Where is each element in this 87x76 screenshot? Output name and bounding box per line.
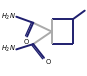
Text: $H_2N$: $H_2N$: [1, 44, 16, 54]
Text: O: O: [24, 39, 29, 45]
Text: $H_2N$: $H_2N$: [1, 12, 16, 22]
Text: O: O: [46, 59, 51, 65]
